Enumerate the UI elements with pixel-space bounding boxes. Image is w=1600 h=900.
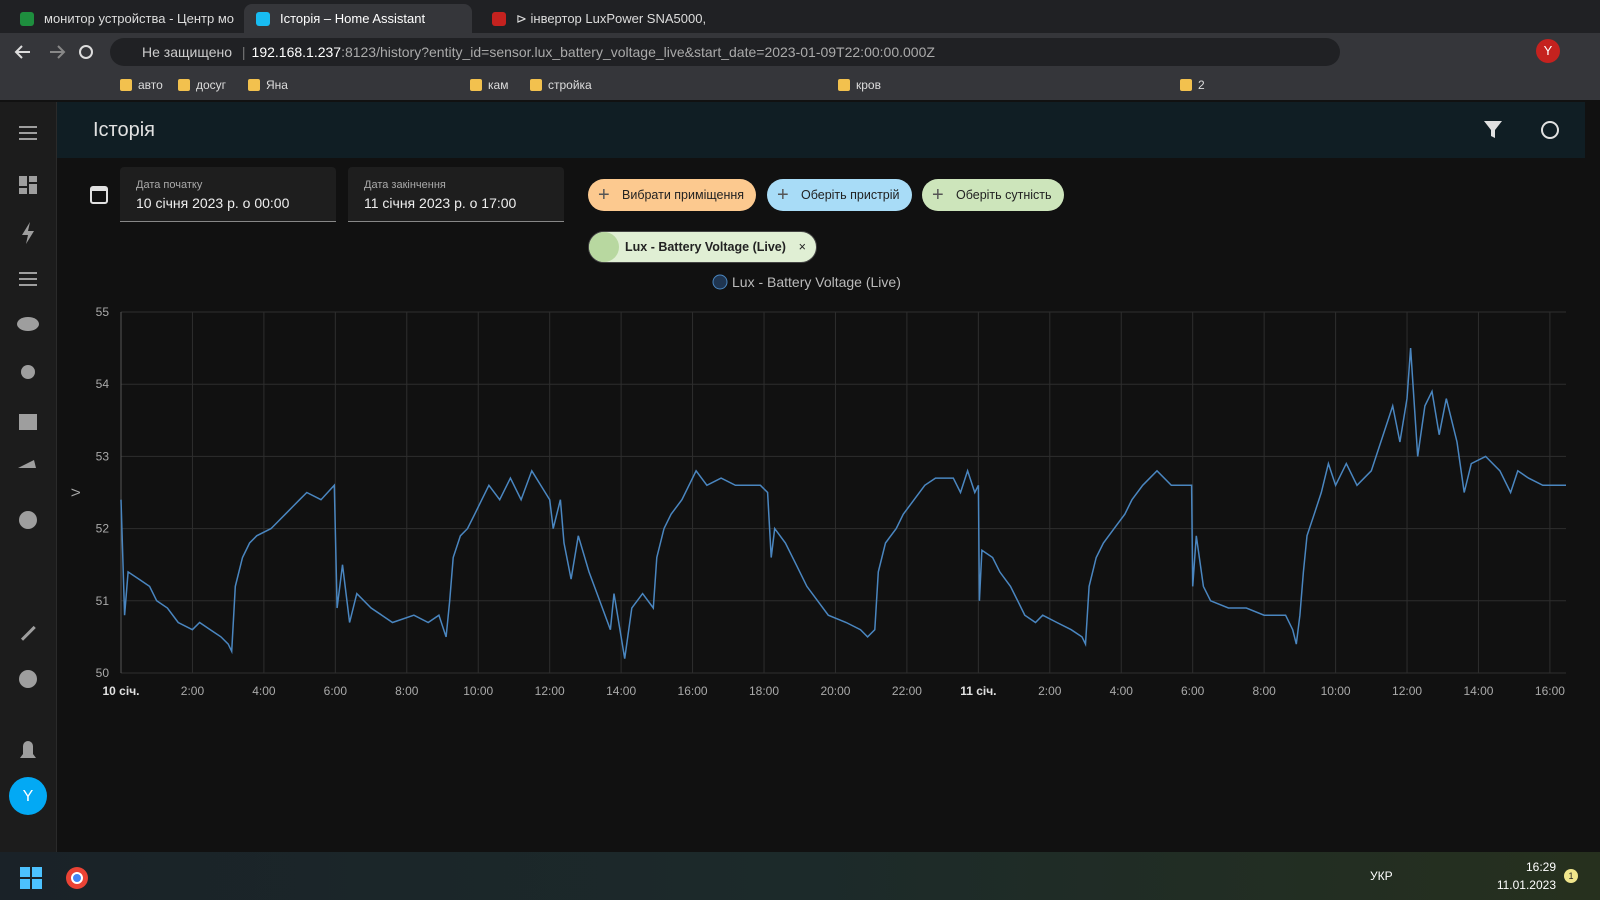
y-tick-label: 55 (96, 305, 110, 319)
clock-date[interactable]: 11.01.2023 (1496, 878, 1556, 892)
chart: 50 51 52 53 54 55 10 січ. 2:00 4:00 6:00 8:00 10:00… (69, 274, 1566, 698)
x-tick-label: 2:00 (1038, 684, 1062, 698)
nav-buttons[interactable] (10, 41, 100, 63)
y-tick-label: 54 (96, 377, 110, 391)
notification-badge[interactable]: 1 (1564, 869, 1578, 883)
x-tick-label: 14:00 (1463, 684, 1493, 698)
taskbar-apps[interactable] (20, 865, 90, 891)
end-date-field[interactable]: Дата закінчення 11 січня 2023 р. о 17:00 (348, 167, 564, 222)
data-line (120, 348, 1566, 659)
area-button[interactable]: Вибрати приміщення (588, 179, 757, 211)
bookmark[interactable]: кров (838, 70, 881, 100)
field-label: Дата закінчення (364, 179, 446, 191)
clock-time[interactable]: 16:29 (1525, 860, 1556, 874)
sidebar: Y (0, 102, 57, 852)
profile-button[interactable]: Y (1536, 39, 1560, 63)
bookmark[interactable]: Яна (248, 70, 288, 100)
x-tick-label: 22:00 (892, 684, 922, 698)
calendar-icon[interactable] (88, 183, 110, 205)
entity-chip[interactable]: Lux - Battery Voltage (Live) × (588, 231, 817, 263)
field-value: 11 січня 2023 р. о 17:00 (364, 195, 517, 211)
security-label: Не защищено (142, 44, 232, 60)
y-tick-label: 52 (96, 522, 110, 536)
x-tick-label: 6:00 (1181, 684, 1205, 698)
x-tick-label: 4:00 (252, 684, 276, 698)
header-actions[interactable] (1482, 118, 1562, 142)
legend-marker (712, 274, 728, 290)
omnibox[interactable]: Не защищено | 192.168.1.237:8123/history?… (110, 38, 1340, 66)
user-avatar[interactable]: Y (23, 788, 34, 805)
bookmark[interactable]: авто (120, 70, 163, 100)
x-tick-label: 12:00 (1392, 684, 1422, 698)
x-tick-label: 10:00 (463, 684, 493, 698)
x-tick-label: 4:00 (1110, 684, 1134, 698)
x-tick-label: 2:00 (181, 684, 205, 698)
bookmark[interactable]: 2 (1180, 70, 1205, 100)
field-label: Дата початку (136, 179, 203, 191)
bookmarks-bar: авто досуг Яна кам стройка кров 2 (0, 70, 1600, 100)
x-tick-label: 16:00 (1535, 684, 1565, 698)
tab-strip: монитор устройства - Центр мо Історія – H… (0, 0, 1600, 33)
x-tick-label: 8:00 (1252, 684, 1276, 698)
entity-chip-label: Lux - Battery Voltage (Live) (625, 240, 786, 254)
y-tick-label: 53 (96, 449, 110, 463)
x-tick-label: 18:00 (749, 684, 779, 698)
language[interactable]: УКР (1370, 869, 1393, 883)
browser-tab[interactable]: Історія – Home Assistant (244, 4, 472, 33)
x-tick-label: 11 січ. (960, 684, 996, 698)
x-tick-label: 16:00 (678, 684, 708, 698)
page-title: Історія (93, 119, 156, 141)
bookmark[interactable]: кам (470, 70, 508, 100)
header: Історія (57, 102, 1585, 158)
legend-label: Lux - Battery Voltage (Live) (732, 274, 901, 290)
browser-tab[interactable]: ⊳ інвертор LuxPower SNA5000, (480, 4, 708, 33)
field-value: 10 січня 2023 р. о 00:00 (136, 195, 290, 211)
x-tick-label: 6:00 (324, 684, 348, 698)
bookmark[interactable]: стройка (530, 70, 592, 100)
url-path: :8123/history?entity_id=sensor.lux_batte… (341, 44, 935, 60)
y-tick-label: 50 (96, 666, 110, 680)
entity-button[interactable]: Оберіть сутність (922, 179, 1064, 211)
x-tick-label: 10 січ. (103, 684, 140, 698)
x-tick-label: 10:00 (1321, 684, 1351, 698)
x-tick-label: 20:00 (820, 684, 850, 698)
start-date-field[interactable]: Дата початку 10 січня 2023 р. о 00:00 (120, 167, 336, 222)
y-axis-label: V (69, 488, 83, 496)
browser-tab[interactable]: монитор устройства - Центр мо (8, 4, 236, 33)
x-tick-label: 12:00 (535, 684, 565, 698)
url-host: 192.168.1.237 (251, 44, 342, 60)
taskbar: УКР 16:29 11.01.2023 1 (0, 852, 1600, 900)
y-tick-label: 51 (96, 594, 110, 608)
bookmark[interactable]: досуг (178, 70, 226, 100)
x-tick-label: 14:00 (606, 684, 636, 698)
device-button[interactable]: Оберіть пристрій (767, 179, 912, 211)
address-bar: Не защищено | 192.168.1.237:8123/history?… (0, 33, 1600, 70)
sidebar-icons[interactable]: Y (0, 102, 56, 852)
x-tick-label: 8:00 (395, 684, 419, 698)
